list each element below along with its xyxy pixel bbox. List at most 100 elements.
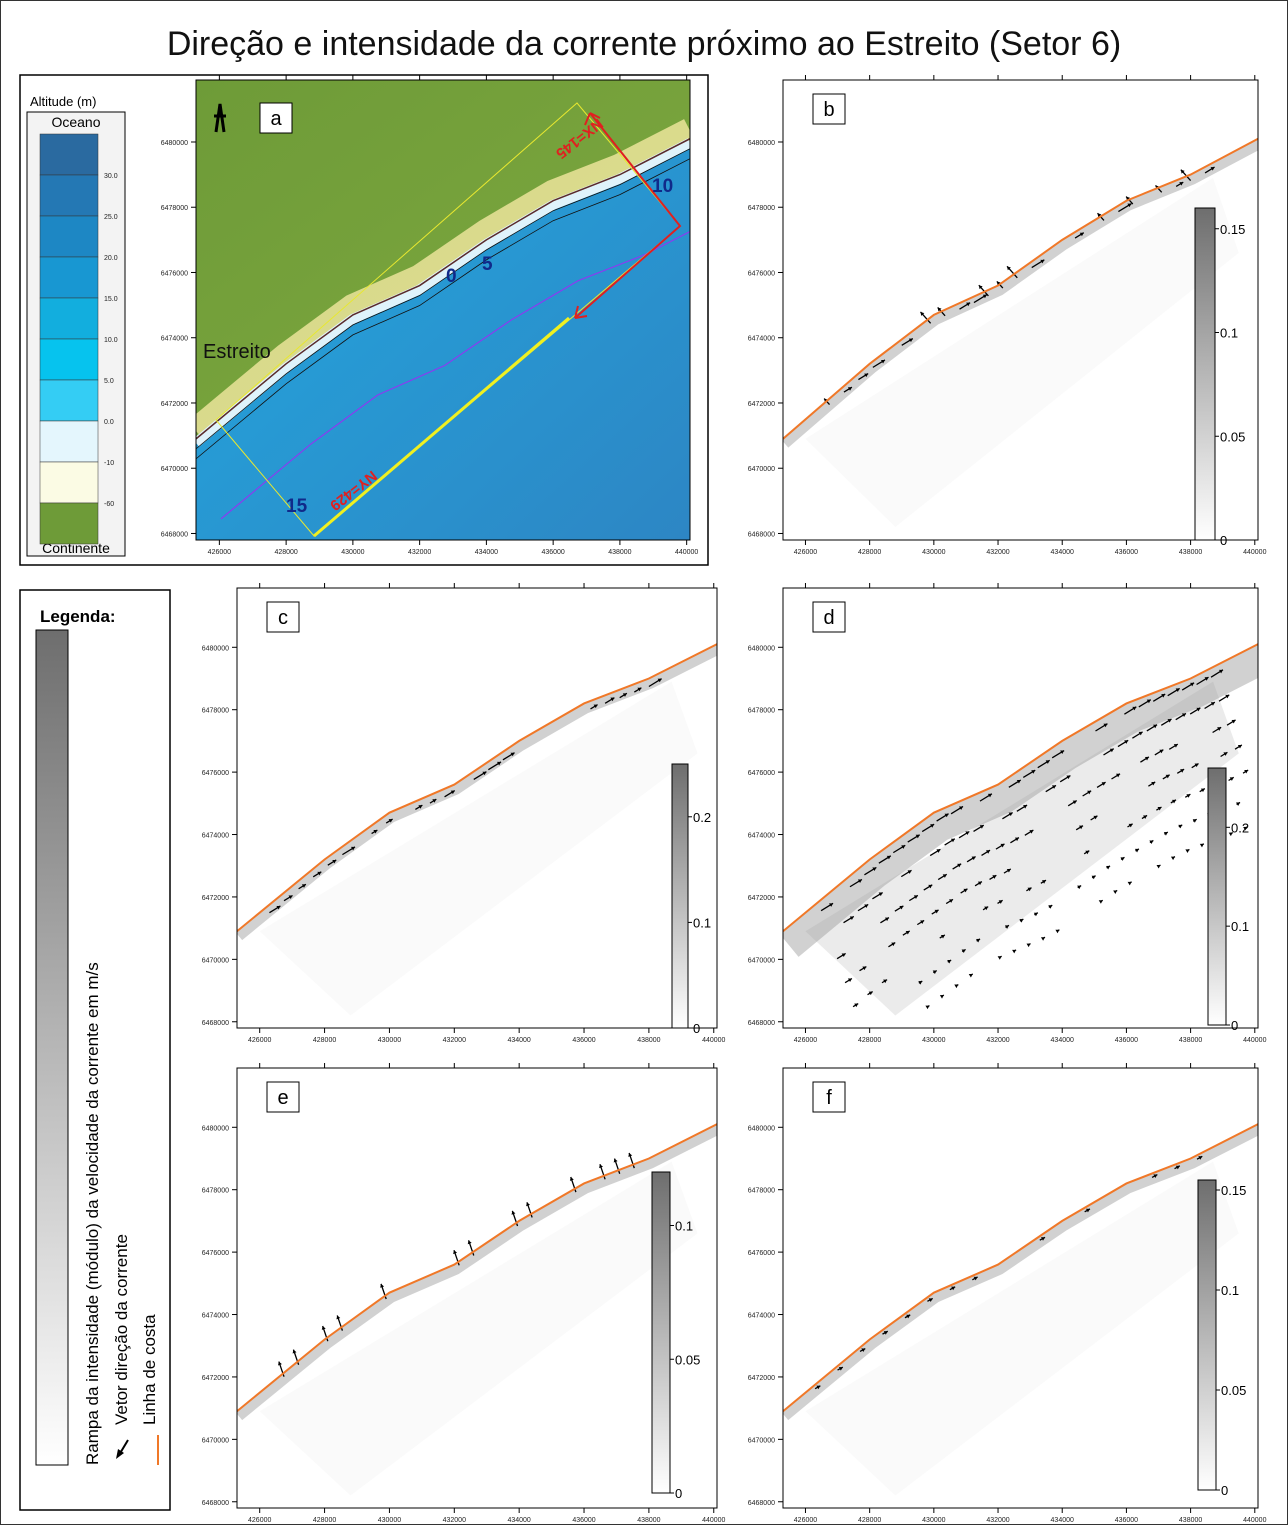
y-tick-label: 6472000 xyxy=(202,895,229,902)
altitude-class xyxy=(40,462,98,503)
altitude-class xyxy=(40,503,98,544)
x-tick-label: 426000 xyxy=(794,549,817,556)
x-tick-label: 426000 xyxy=(248,1517,271,1524)
altitude-class xyxy=(40,175,98,216)
y-tick-label: 6472000 xyxy=(161,401,188,408)
contour-label: 15 xyxy=(286,496,308,517)
contour-label: 0 xyxy=(446,266,457,287)
y-tick-label: 6480000 xyxy=(748,645,775,652)
x-tick-label: 436000 xyxy=(541,549,564,556)
altitude-class-label: 10.0 xyxy=(104,337,118,344)
x-tick-label: 438000 xyxy=(637,1517,660,1524)
altitude-class xyxy=(40,216,98,257)
place-label: Estreito xyxy=(203,341,271,363)
x-tick-label: 440000 xyxy=(675,549,698,556)
y-tick-label: 6470000 xyxy=(202,957,229,964)
legend-ramp-label: Rampa da intensidade (módulo) da velocid… xyxy=(83,962,102,1465)
x-tick-label: 426000 xyxy=(248,1037,271,1044)
x-tick-label: 428000 xyxy=(858,549,881,556)
contour-label: 5 xyxy=(482,254,493,275)
altitude-class xyxy=(40,380,98,421)
y-tick-label: 6474000 xyxy=(161,336,188,343)
panel-label: c xyxy=(278,607,288,629)
x-tick-label: 440000 xyxy=(702,1037,725,1044)
panel-f: f426000428000430000432000434000436000438… xyxy=(748,1063,1267,1524)
altitude-class xyxy=(40,339,98,380)
y-tick-label: 6470000 xyxy=(202,1437,229,1444)
y-tick-label: 6472000 xyxy=(202,1375,229,1382)
colorbar-tick-label: 0.05 xyxy=(1220,429,1245,444)
x-tick-label: 436000 xyxy=(572,1517,595,1524)
x-tick-label: 430000 xyxy=(922,549,945,556)
altitude-class xyxy=(40,134,98,175)
altitude-legend: Altitude (m)OceanoContinente30.025.020.0… xyxy=(27,94,125,556)
altitude-class xyxy=(40,298,98,339)
altitude-class-label: 15.0 xyxy=(104,296,118,303)
figure: Direção e intensidade da corrente próxim… xyxy=(0,0,1288,1525)
y-tick-label: 6480000 xyxy=(748,1125,775,1132)
panel-label: b xyxy=(823,99,834,121)
current-vector xyxy=(1259,820,1262,822)
y-tick-label: 6472000 xyxy=(748,1375,775,1382)
panel-map xyxy=(783,1068,1260,1508)
x-tick-label: 436000 xyxy=(1115,1037,1138,1044)
panel-a: EstreitoNX=145NY=429051015a4260004280004… xyxy=(161,75,715,556)
altitude-class-label: 0.0 xyxy=(104,419,114,426)
x-tick-label: 438000 xyxy=(637,1037,660,1044)
y-tick-label: 6476000 xyxy=(161,270,188,277)
x-tick-label: 436000 xyxy=(1115,1517,1138,1524)
y-tick-label: 6476000 xyxy=(748,1250,775,1257)
y-tick-label: 6478000 xyxy=(748,708,775,715)
legend-ramp xyxy=(36,630,68,1465)
x-tick-label: 434000 xyxy=(1051,1517,1074,1524)
panel-label: e xyxy=(277,1087,288,1109)
x-tick-label: 432000 xyxy=(408,549,431,556)
panel-map xyxy=(783,588,1264,1028)
y-tick-label: 6470000 xyxy=(748,1437,775,1444)
x-tick-label: 434000 xyxy=(1051,549,1074,556)
colorbar xyxy=(1208,768,1226,1025)
colorbar-tick-label: 0.05 xyxy=(675,1352,700,1367)
x-tick-label: 430000 xyxy=(922,1517,945,1524)
y-tick-label: 6470000 xyxy=(161,466,188,473)
y-tick-label: 6472000 xyxy=(748,895,775,902)
y-tick-label: 6480000 xyxy=(202,1125,229,1132)
y-tick-label: 6472000 xyxy=(748,401,775,408)
y-tick-label: 6476000 xyxy=(748,770,775,777)
colorbar-tick-label: 0 xyxy=(1231,1018,1238,1033)
altitude-class-label: 25.0 xyxy=(104,214,118,221)
x-tick-label: 434000 xyxy=(475,549,498,556)
colorbar-tick-label: 0.1 xyxy=(1221,1283,1239,1298)
x-tick-label: 428000 xyxy=(313,1037,336,1044)
x-tick-label: 432000 xyxy=(443,1037,466,1044)
y-tick-label: 6474000 xyxy=(748,336,775,343)
colorbar xyxy=(1195,208,1215,540)
legend-vector-label: Vetor direção da corrente xyxy=(112,1234,131,1425)
y-tick-label: 6468000 xyxy=(161,531,188,538)
colorbar-tick-label: 0 xyxy=(675,1486,682,1501)
x-tick-label: 430000 xyxy=(378,1037,401,1044)
y-tick-label: 6478000 xyxy=(202,1188,229,1195)
y-tick-label: 6468000 xyxy=(202,1020,229,1027)
colorbar-tick-label: 0.15 xyxy=(1220,222,1245,237)
y-tick-label: 6468000 xyxy=(748,1500,775,1507)
x-tick-label: 432000 xyxy=(443,1517,466,1524)
altitude-legend-top: Oceano xyxy=(51,114,100,130)
y-tick-label: 6474000 xyxy=(202,1313,229,1320)
panel-b: b426000428000430000432000434000436000438… xyxy=(748,75,1267,556)
y-tick-label: 6474000 xyxy=(748,833,775,840)
y-tick-label: 6474000 xyxy=(748,1313,775,1320)
y-tick-label: 6470000 xyxy=(748,466,775,473)
x-tick-label: 428000 xyxy=(313,1517,336,1524)
altitude-class-label: -10 xyxy=(104,460,114,467)
x-tick-label: 438000 xyxy=(1179,549,1202,556)
x-tick-label: 436000 xyxy=(572,1037,595,1044)
x-tick-label: 436000 xyxy=(1115,549,1138,556)
x-tick-label: 426000 xyxy=(794,1037,817,1044)
colorbar-tick-label: 0.1 xyxy=(1220,326,1238,341)
legend-vector-icon xyxy=(116,1440,128,1459)
x-tick-label: 440000 xyxy=(702,1517,725,1524)
altitude-class-label: 30.0 xyxy=(104,173,118,180)
